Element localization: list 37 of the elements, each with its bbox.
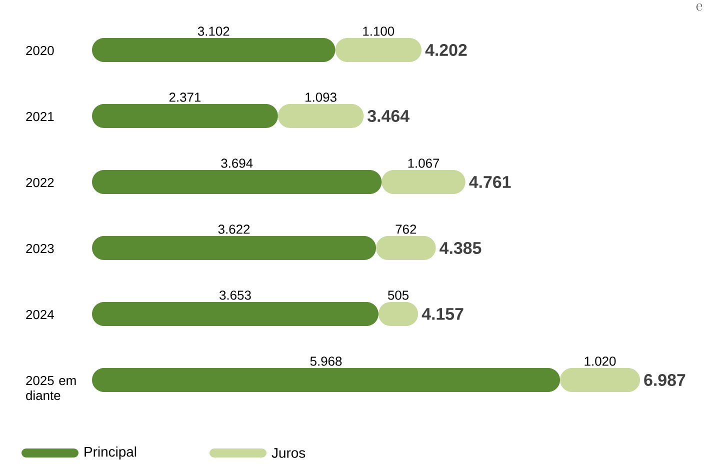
legend-label: Principal [84,446,136,460]
y-tick-label: 2021 [26,112,54,122]
data-label: 2.371 [169,92,201,102]
total-label: 6.987 [644,374,686,386]
data-label: 5.968 [310,356,342,366]
bar [92,38,336,62]
data-label: 3.102 [198,26,230,36]
bar [92,368,560,392]
total-label: 4.761 [469,176,511,188]
bar [278,104,364,128]
data-label: 1.067 [408,158,440,168]
total-label: 4.385 [440,242,482,254]
data-label: 1.093 [306,92,336,102]
bar [92,302,378,326]
bar [92,236,376,260]
y-tick-label: 2025 em diante [26,376,76,400]
total-label: 3.464 [368,110,410,122]
data-label: 3.694 [221,158,253,168]
bar [382,170,466,194]
data-label: 3.622 [218,224,250,234]
bar [92,170,382,194]
bar [335,38,422,62]
data-label: 505 [388,290,409,300]
total-label: 4.202 [425,44,467,56]
y-tick-label: 2020 [26,46,54,56]
data-label: 3.653 [220,290,251,300]
legend-label: Juros [272,448,306,458]
y-tick-label: 2022 [26,178,54,188]
bar [92,104,278,128]
text: e [696,4,702,11]
y-tick-label: 2023 [26,244,54,254]
data-label: 1.100 [363,26,394,36]
data-label: 1.020 [584,356,616,366]
data-label: 762 [396,224,416,234]
y-tick-label: 2024 [26,310,54,320]
bar [560,368,640,392]
total-label: 4.157 [422,308,464,320]
